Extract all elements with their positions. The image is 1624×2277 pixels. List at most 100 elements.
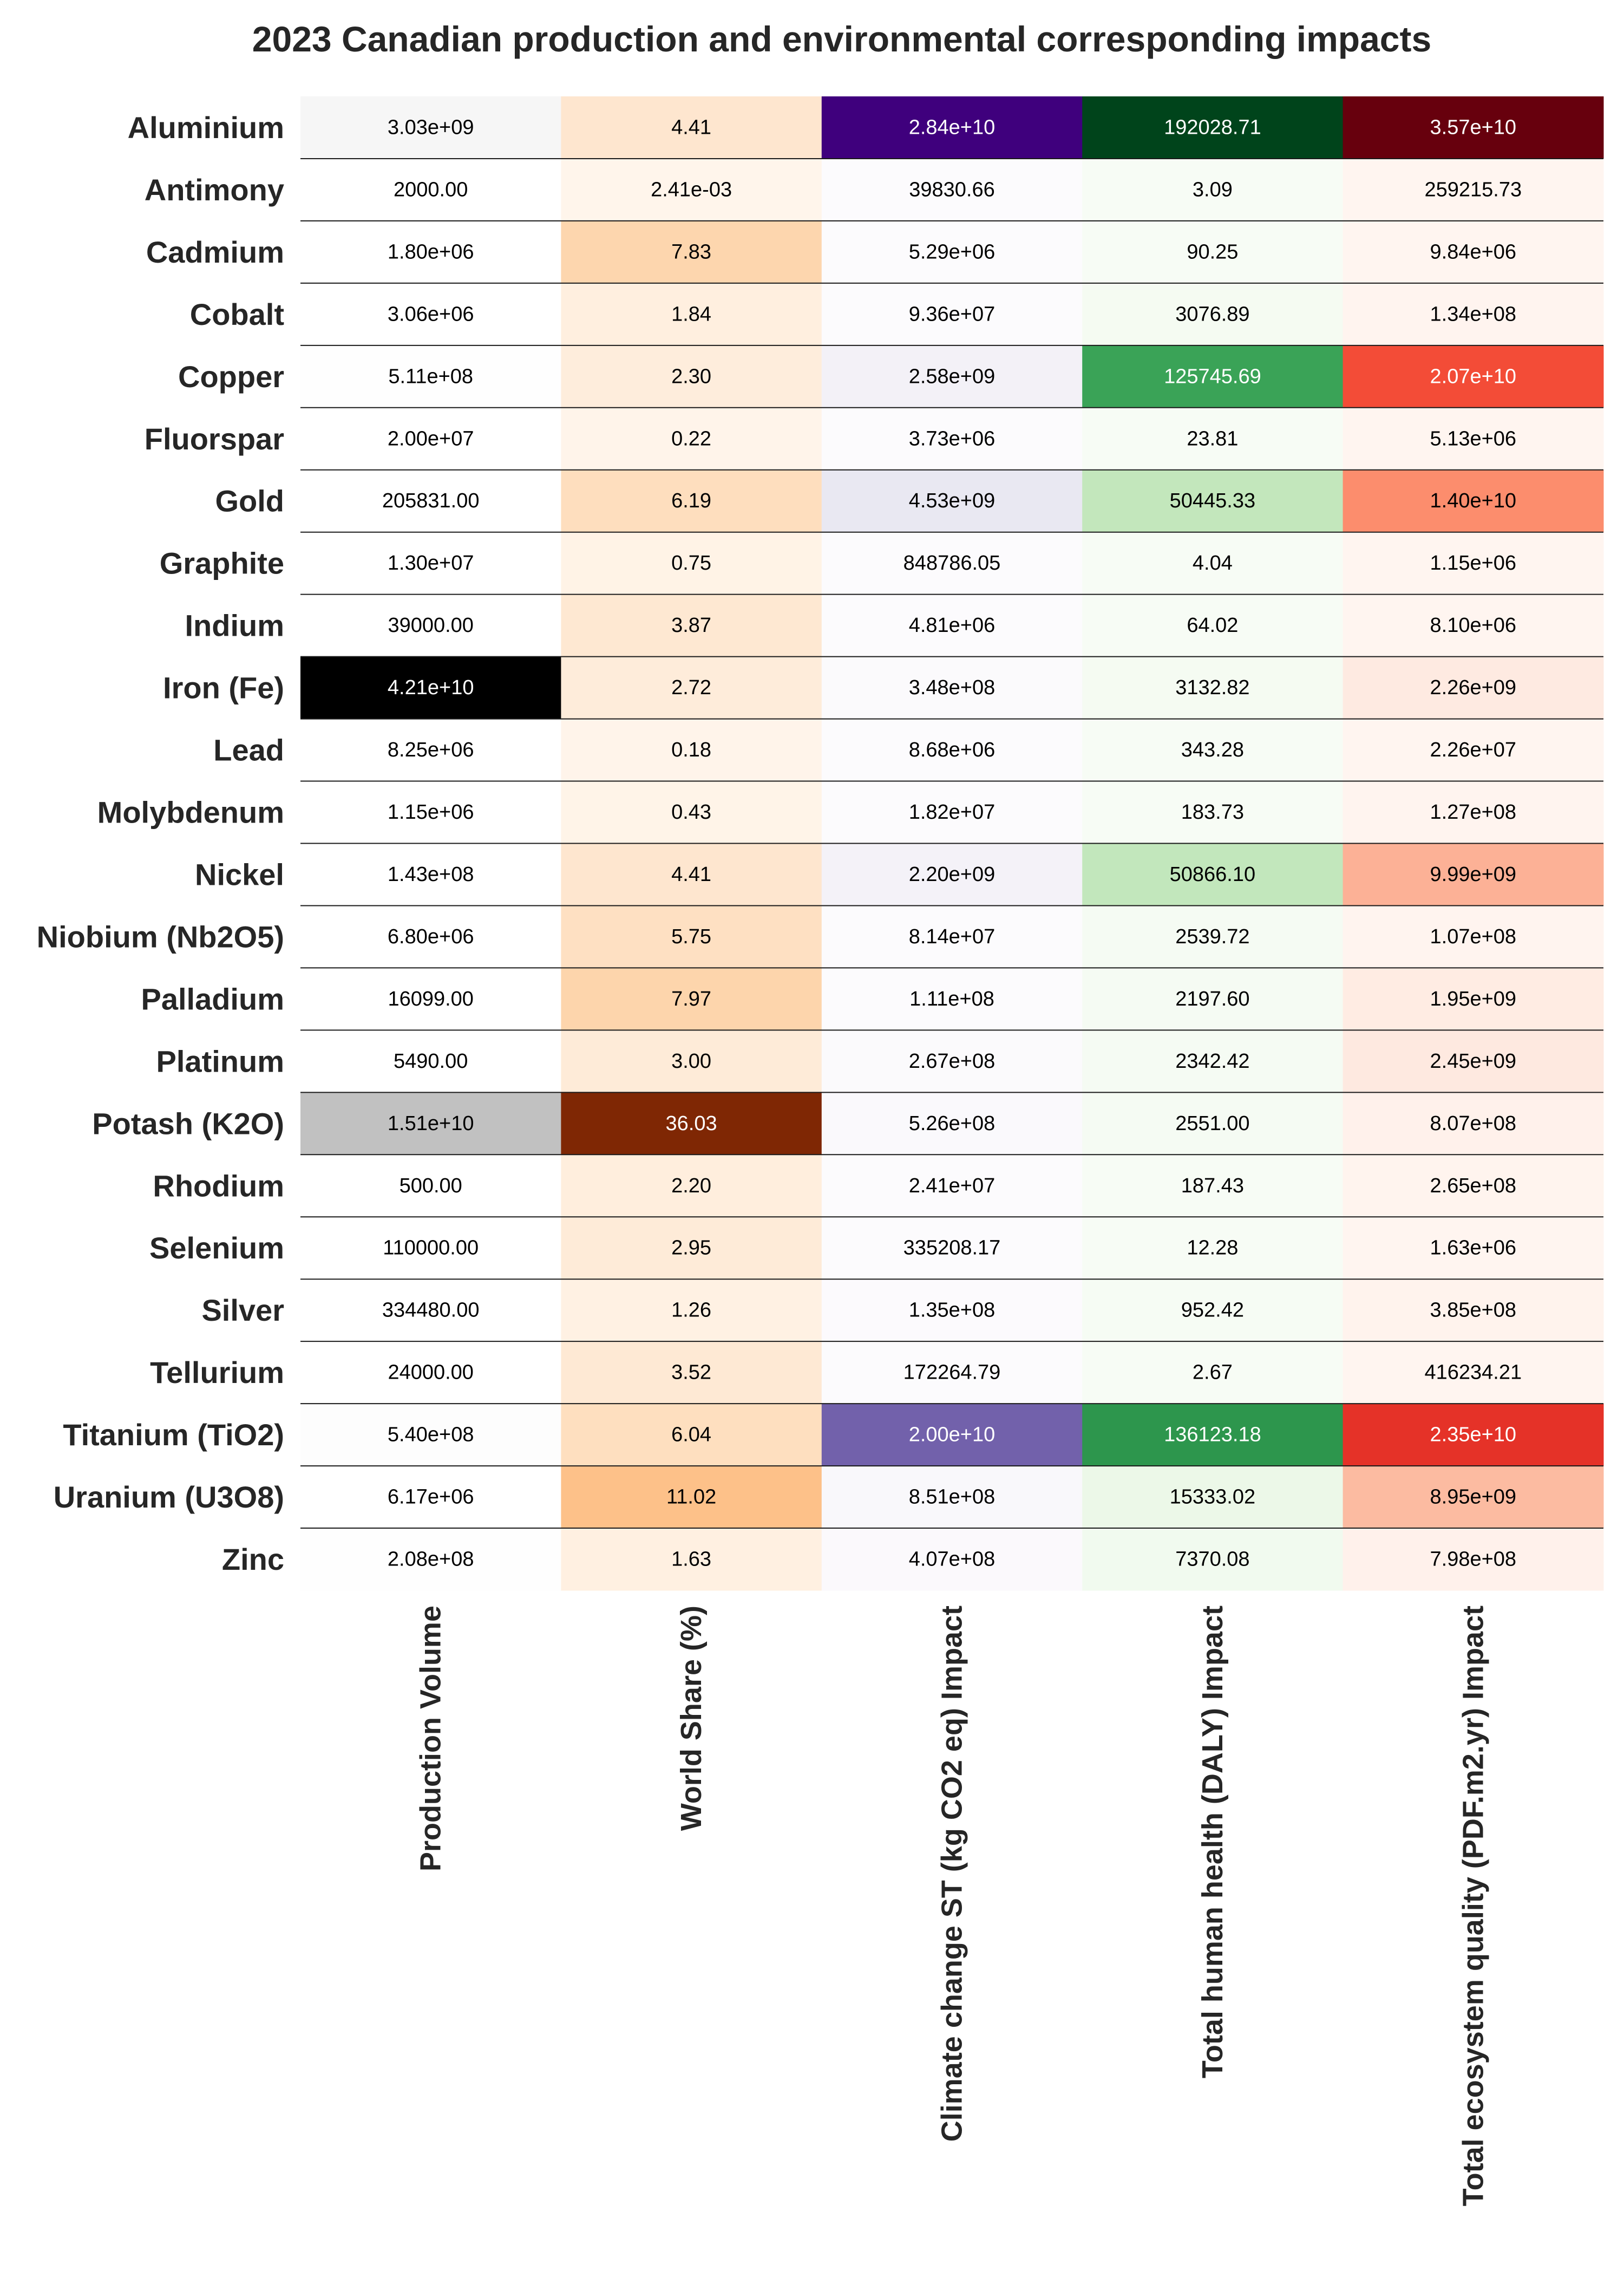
heatmap-cell-aluminium-total-ecosystem-quality-pdf-m2-yr-impact [1343,96,1604,159]
row-label-uranium-u3o8: Uranium (U3O8) [54,1480,284,1514]
heatmap-cell-aluminium-production-volume [300,96,561,159]
heatmap-cell-cobalt-climate-change-st-kg-co2-eq-impact [821,283,1083,346]
heatmap-cell-iron-fe-total-ecosystem-quality-pdf-m2-yr-impact [1343,656,1604,720]
cell-label-niobium-nb2o5-world-share: 5.75 [671,925,711,948]
cell-label-selenium-world-share: 2.95 [671,1237,711,1260]
cell-label-uranium-u3o8-total-human-health-daly-impact: 15333.02 [1170,1486,1256,1509]
cell-label-molybdenum-world-share: 0.43 [671,801,711,824]
row-label-copper: Copper [178,360,284,394]
cell-label-gold-total-ecosystem-quality-pdf-m2-yr-impact: 1.40e+10 [1430,490,1517,512]
cell-label-zinc-production-volume: 2.08e+08 [388,1548,474,1571]
cell-label-fluorspar-climate-change-st-kg-co2-eq-impact: 3.73e+06 [909,427,996,450]
heatmap-cell-uranium-u3o8-world-share [561,1466,822,1529]
cell-label-graphite-world-share: 0.75 [671,552,711,575]
heatmap-cell-zinc-world-share [561,1528,822,1591]
heatmap-cell-antimony-climate-change-st-kg-co2-eq-impact [821,158,1083,221]
heatmap-cell-tellurium-climate-change-st-kg-co2-eq-impact [821,1341,1083,1404]
cell-label-indium-climate-change-st-kg-co2-eq-impact: 4.81e+06 [909,614,996,637]
heatmap-cell-molybdenum-climate-change-st-kg-co2-eq-impact [821,781,1083,844]
heatmap-cell-uranium-u3o8-total-ecosystem-quality-pdf-m2-yr-impact [1343,1466,1604,1529]
heatmap-cell-molybdenum-production-volume [300,781,561,844]
cell-label-nickel-climate-change-st-kg-co2-eq-impact: 2.20e+09 [909,863,996,886]
heatmap-cell-niobium-nb2o5-total-human-health-daly-impact [1082,905,1344,968]
heatmap-cell-tellurium-total-ecosystem-quality-pdf-m2-yr-impact [1343,1341,1604,1404]
heatmap-cell-graphite-production-volume [300,532,561,595]
heatmap-cell-palladium-climate-change-st-kg-co2-eq-impact [821,968,1083,1030]
cell-label-potash-k2o-total-human-health-daly-impact: 2551.00 [1175,1112,1249,1135]
heatmap-cell-uranium-u3o8-total-human-health-daly-impact [1082,1466,1344,1529]
cell-label-cadmium-total-human-health-daly-impact: 90.25 [1187,240,1238,263]
cell-label-zinc-total-human-health-daly-impact: 7370.08 [1175,1548,1249,1571]
cell-label-niobium-nb2o5-total-human-health-daly-impact: 2539.72 [1175,925,1249,948]
cell-label-aluminium-production-volume: 3.03e+09 [388,116,474,139]
heatmap-cell-rhodium-total-human-health-daly-impact [1082,1154,1344,1217]
cell-label-tellurium-total-human-health-daly-impact: 2.67 [1193,1361,1233,1384]
cell-label-nickel-total-human-health-daly-impact: 50866.10 [1170,863,1256,886]
heatmap-cell-rhodium-production-volume [300,1154,561,1217]
heatmap-cell-uranium-u3o8-production-volume [300,1466,561,1529]
heatmap-cell-indium-world-share [561,594,822,657]
heatmap-cell-nickel-total-human-health-daly-impact [1082,843,1344,906]
cell-label-titanium-tio2-production-volume: 5.40e+08 [388,1424,474,1446]
cell-label-cobalt-total-ecosystem-quality-pdf-m2-yr-impact: 1.34e+08 [1430,303,1517,325]
heatmap-cell-niobium-nb2o5-world-share [561,905,822,968]
cell-label-fluorspar-total-human-health-daly-impact: 23.81 [1187,427,1238,450]
heatmap-cell-antimony-world-share [561,158,822,221]
cell-label-selenium-total-human-health-daly-impact: 12.28 [1187,1237,1238,1260]
row-label-graphite: Graphite [160,546,284,580]
column-label-total-human-health-daly-impact: Total human health (DALY) Impact [1196,1606,1229,2078]
heatmap-cell-cobalt-world-share [561,283,822,346]
cell-label-zinc-climate-change-st-kg-co2-eq-impact: 4.07e+08 [909,1548,996,1571]
heatmap-cell-graphite-climate-change-st-kg-co2-eq-impact [821,532,1083,595]
heatmap-cell-potash-k2o-world-share [561,1092,822,1155]
cell-label-potash-k2o-climate-change-st-kg-co2-eq-impact: 5.26e+08 [909,1112,996,1135]
cell-label-rhodium-climate-change-st-kg-co2-eq-impact: 2.41e+07 [909,1175,996,1197]
heatmap-cell-titanium-tio2-total-human-health-daly-impact [1082,1404,1344,1466]
heatmap-cell-copper-total-ecosystem-quality-pdf-m2-yr-impact [1343,345,1604,408]
cell-label-copper-total-human-health-daly-impact: 125745.69 [1164,365,1261,388]
cell-label-gold-world-share: 6.19 [671,490,711,512]
row-label-gold: Gold [215,484,284,518]
cell-label-cobalt-climate-change-st-kg-co2-eq-impact: 9.36e+07 [909,303,996,325]
heatmap-cell-antimony-total-ecosystem-quality-pdf-m2-yr-impact [1343,158,1604,221]
cell-label-uranium-u3o8-climate-change-st-kg-co2-eq-impact: 8.51e+08 [909,1486,996,1509]
cell-label-titanium-tio2-world-share: 6.04 [671,1424,711,1446]
cell-label-nickel-total-ecosystem-quality-pdf-m2-yr-impact: 9.99e+09 [1430,863,1517,886]
row-label-aluminium: Aluminium [128,110,284,145]
heatmap-cell-gold-production-volume [300,469,561,533]
heatmap-cell-potash-k2o-total-ecosystem-quality-pdf-m2-yr-impact [1343,1092,1604,1155]
column-label-climate-change-st-kg-co2-eq-impact: Climate change ST (kg CO2 eq) Impact [936,1606,968,2142]
cell-label-aluminium-climate-change-st-kg-co2-eq-impact: 2.84e+10 [909,116,996,139]
row-label-tellurium: Tellurium [150,1355,284,1389]
cell-label-molybdenum-production-volume: 1.15e+06 [388,801,474,824]
heatmap-cell-palladium-world-share [561,968,822,1030]
heatmap-cell-indium-production-volume [300,594,561,657]
heatmap-cell-potash-k2o-climate-change-st-kg-co2-eq-impact [821,1092,1083,1155]
heatmap-cell-gold-total-human-health-daly-impact [1082,469,1344,533]
cell-label-uranium-u3o8-production-volume: 6.17e+06 [388,1486,474,1509]
cell-label-aluminium-total-human-health-daly-impact: 192028.71 [1164,116,1261,139]
heatmap-cell-cobalt-total-human-health-daly-impact [1082,283,1344,346]
cell-label-aluminium-world-share: 4.41 [671,116,711,139]
cell-label-tellurium-total-ecosystem-quality-pdf-m2-yr-impact: 416234.21 [1424,1361,1522,1384]
heatmap-cell-cobalt-total-ecosystem-quality-pdf-m2-yr-impact [1343,283,1604,346]
row-label-zinc: Zinc [222,1542,284,1576]
heatmap-cell-antimony-total-human-health-daly-impact [1082,158,1344,221]
heatmap-cell-platinum-total-human-health-daly-impact [1082,1030,1344,1093]
cell-label-gold-production-volume: 205831.00 [382,490,480,512]
row-label-potash-k2o: Potash (K2O) [92,1106,284,1140]
cell-label-antimony-total-human-health-daly-impact: 3.09 [1193,178,1233,201]
cell-label-zinc-total-ecosystem-quality-pdf-m2-yr-impact: 7.98e+08 [1430,1548,1517,1571]
cell-label-palladium-climate-change-st-kg-co2-eq-impact: 1.11e+08 [909,988,994,1010]
heatmap-cell-nickel-production-volume [300,843,561,906]
cell-label-copper-climate-change-st-kg-co2-eq-impact: 2.58e+09 [909,365,996,388]
cell-label-niobium-nb2o5-production-volume: 6.80e+06 [388,925,474,948]
heatmap-cell-tellurium-total-human-health-daly-impact [1082,1341,1344,1404]
cell-label-silver-world-share: 1.26 [671,1299,711,1322]
heatmap-cell-silver-climate-change-st-kg-co2-eq-impact [821,1279,1083,1342]
heatmap-cell-indium-total-ecosystem-quality-pdf-m2-yr-impact [1343,594,1604,657]
cell-label-lead-world-share: 0.18 [671,739,711,761]
cell-label-indium-production-volume: 39000.00 [388,614,474,637]
cell-label-rhodium-production-volume: 500.00 [400,1175,462,1197]
cell-label-potash-k2o-production-volume: 1.51e+10 [388,1112,474,1135]
